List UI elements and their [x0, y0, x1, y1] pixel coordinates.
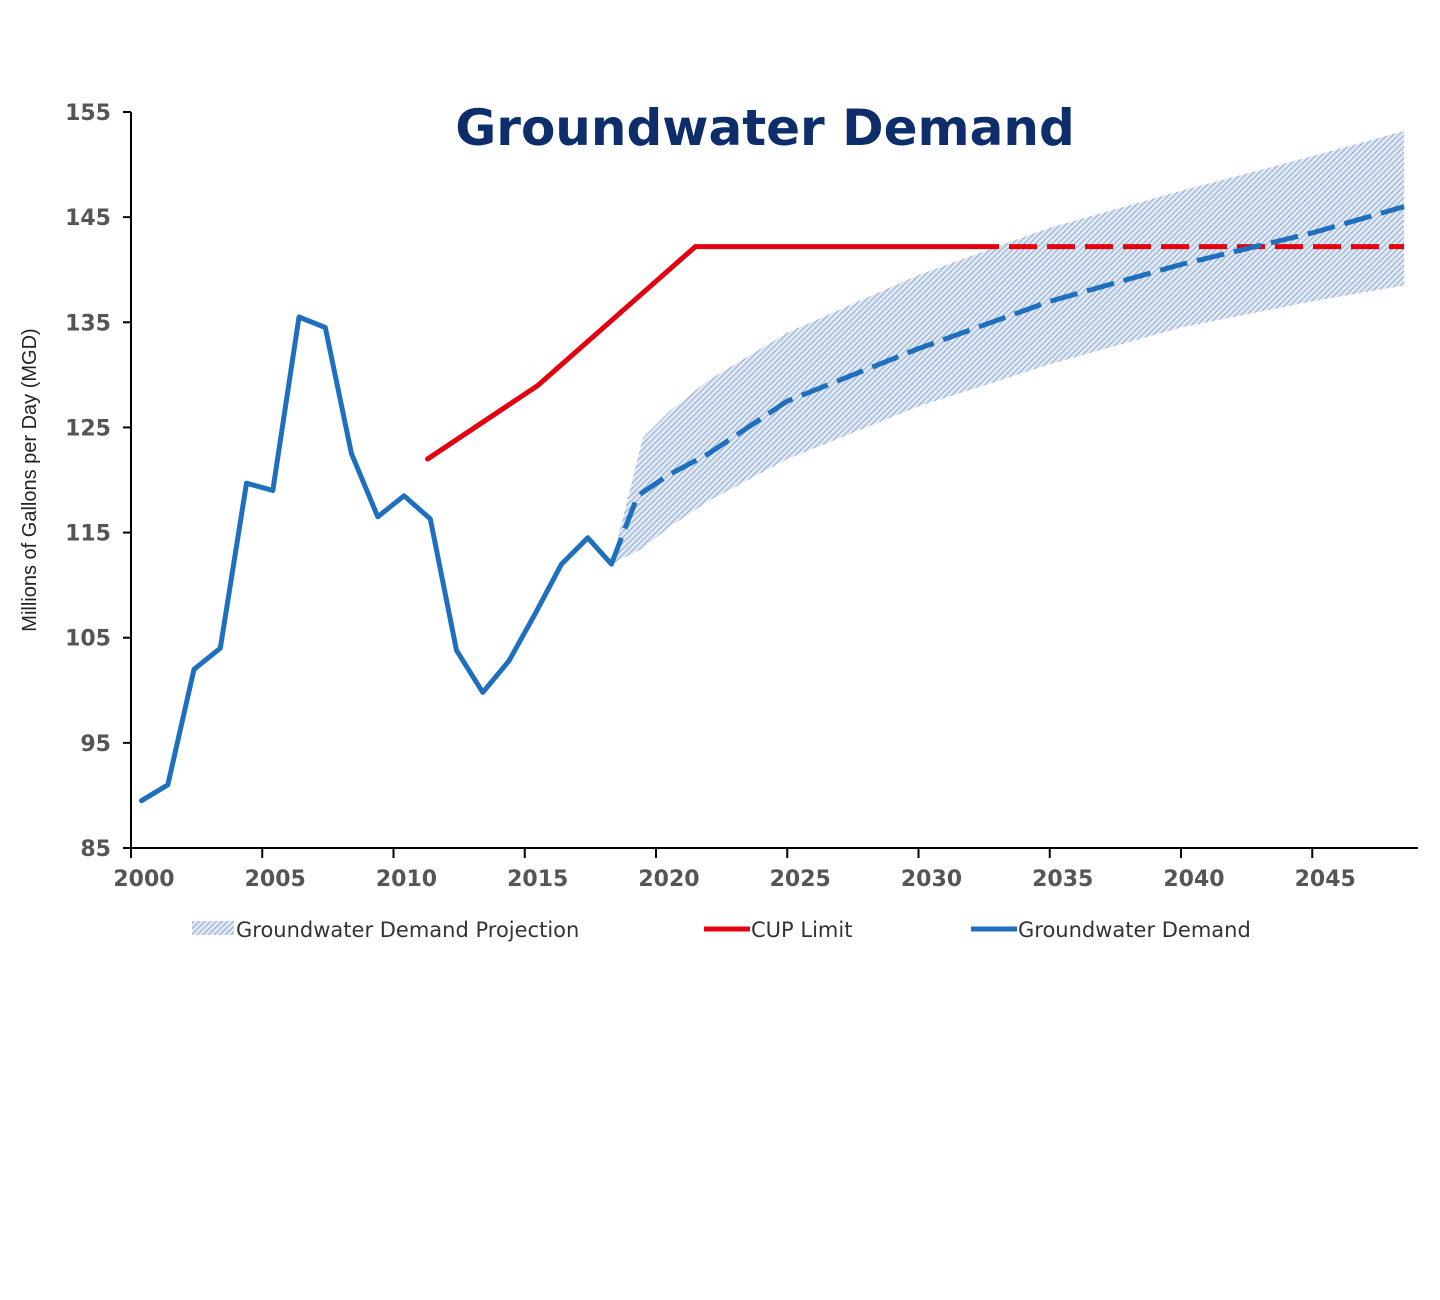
y-tick-label: 105 [65, 627, 111, 652]
x-tick-label: 2015 [507, 867, 568, 892]
legend-label-cup-limit: CUP Limit [751, 918, 852, 942]
x-tick-label: 2020 [638, 867, 699, 892]
x-tick-label: 2010 [376, 867, 437, 892]
projection-band-layer [611, 130, 1405, 565]
y-tick-label: 95 [80, 732, 111, 757]
legend-label-groundwater-demand: Groundwater Demand [1018, 918, 1251, 942]
y-axis-label: Millions of Gallons per Day (MGD) [19, 328, 41, 631]
y-tick-label: 135 [65, 311, 111, 336]
y-tick-label: 85 [80, 837, 111, 862]
y-tick-label: 125 [65, 416, 111, 441]
x-tick-label: 2040 [1163, 867, 1224, 892]
y-tick-label: 145 [65, 206, 111, 231]
series-line-layer [139, 204, 1405, 804]
y-tick-label: 115 [65, 522, 111, 547]
groundwater-demand-projection-band [611, 130, 1405, 565]
legend-label-groundwater-demand-projection: Groundwater Demand Projection [236, 918, 579, 942]
x-tick-label: 2035 [1032, 867, 1093, 892]
x-tick-label: 2045 [1295, 867, 1356, 892]
cup-limit-line-solid [425, 244, 974, 462]
x-tick-label: 2005 [245, 867, 306, 892]
groundwater-demand-line-dashed [609, 204, 1405, 565]
legend: Groundwater Demand Projection CUP Limit Gr… [192, 918, 1251, 942]
x-tick-label: 2025 [770, 867, 831, 892]
x-tick-label: 2000 [113, 867, 174, 892]
y-tick-label: 155 [65, 101, 111, 126]
chart-title: Groundwater Demand [455, 99, 1074, 157]
groundwater-demand-line-solid [139, 314, 614, 804]
legend-swatch-groundwater-demand-projection [192, 921, 234, 935]
x-tick-label: 2030 [901, 867, 962, 892]
